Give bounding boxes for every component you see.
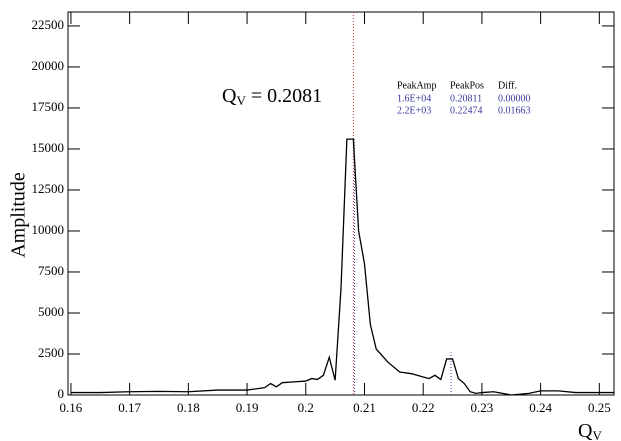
data-line	[70, 138, 614, 396]
annotation-main: Q	[222, 85, 237, 107]
table-header: Diff.	[498, 80, 517, 91]
peak-annotation: QV = 0.2081	[222, 85, 322, 108]
y-tick-label: 17500	[32, 99, 65, 114]
x-tick-label: 0.18	[177, 400, 200, 415]
table-cell: 0.01663	[498, 105, 531, 116]
y-tick-label: 7500	[38, 263, 64, 278]
table-header: PeakAmp	[397, 80, 436, 91]
table-cell: 0.20811	[450, 93, 482, 104]
y-tick-label: 22500	[32, 17, 65, 32]
x-label-sub: V	[592, 428, 602, 441]
y-tick-label: 15000	[32, 140, 65, 155]
x-tick-label: 0.2	[298, 400, 314, 415]
plot-frame	[67, 11, 615, 396]
x-tick-label: 0.21	[353, 400, 376, 415]
table-cell: 2.2E+03	[397, 105, 431, 116]
y-tick-label: 10000	[32, 222, 65, 237]
x-tick-label: 0.23	[471, 400, 494, 415]
x-axis-label: QV	[578, 420, 602, 441]
y-tick-label: 0	[58, 386, 65, 401]
table-cell: 0.22474	[450, 105, 483, 116]
y-tick-label: 5000	[38, 304, 64, 319]
x-tick-label: 0.16	[60, 400, 83, 415]
y-tick-label: 12500	[32, 181, 65, 196]
x-tick-label: 0.24	[529, 400, 552, 415]
annotation-sub: V	[236, 93, 246, 108]
y-axis-label: Amplitude	[8, 172, 30, 258]
x-tick-label: 0.22	[412, 400, 435, 415]
x-tick-label: 0.17	[118, 400, 141, 415]
x-tick-label: 0.25	[588, 400, 611, 415]
table-header: PeakPos	[450, 80, 484, 91]
x-tick-label: 0.19	[236, 400, 259, 415]
table-cell: 1.6E+04	[397, 93, 431, 104]
x-label-main: Q	[578, 420, 593, 441]
table-cell: 0.00000	[498, 93, 531, 104]
y-tick-label: 2500	[38, 345, 64, 360]
y-tick-label: 20000	[32, 58, 65, 73]
annotation-rest: = 0.2081	[246, 85, 322, 107]
